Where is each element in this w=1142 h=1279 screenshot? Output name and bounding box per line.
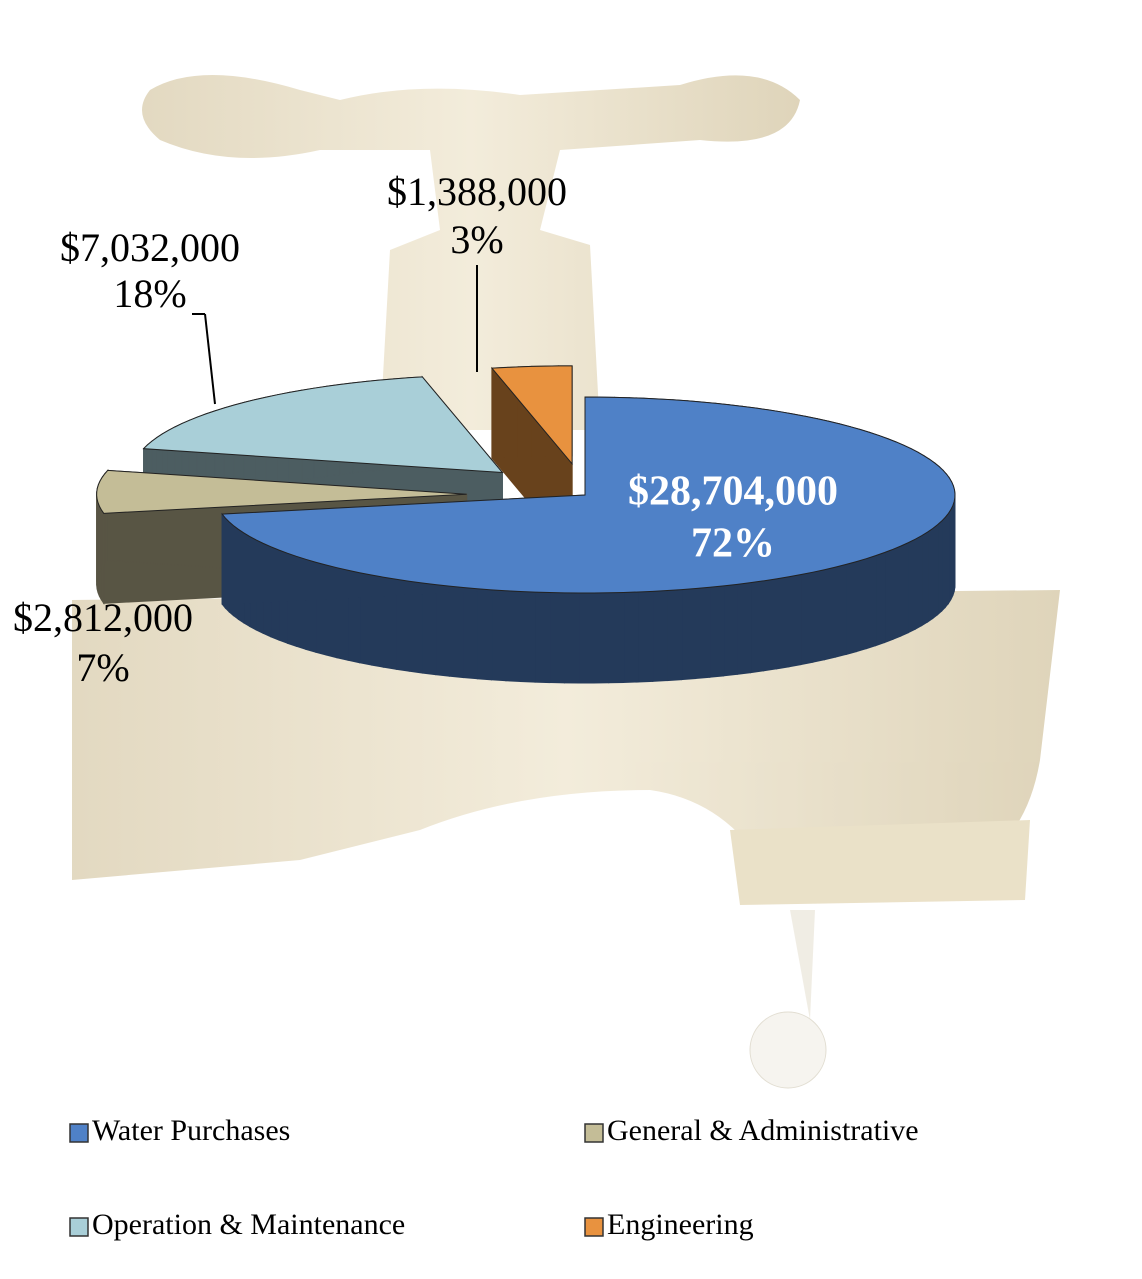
side-face — [491, 589, 507, 682]
pie-slice — [96, 469, 467, 514]
side-face — [578, 592, 595, 684]
pie-slice — [490, 365, 573, 466]
side-face — [892, 545, 902, 641]
side-face — [534, 591, 551, 684]
pie-slice — [142, 376, 504, 474]
drip — [790, 910, 815, 1020]
side-face — [608, 591, 625, 684]
side-face — [845, 560, 857, 656]
legend-label: Water Purchases — [92, 1114, 290, 1147]
side-face — [652, 590, 668, 682]
side-face — [834, 563, 847, 658]
value-label: $2,812,000 — [13, 595, 193, 640]
pie — [96, 365, 956, 684]
side-face — [435, 584, 450, 677]
side-face — [593, 592, 610, 684]
value-label: $1,388,000 — [387, 169, 567, 214]
legend-label: General & Administrative — [607, 1114, 919, 1147]
percent-label: 72% — [691, 521, 775, 567]
side-face — [462, 586, 478, 680]
side-face — [448, 585, 464, 679]
side-face — [875, 551, 886, 647]
percent-label: 7% — [76, 645, 129, 690]
side-face — [914, 534, 923, 631]
side-face — [865, 554, 877, 650]
side-face — [763, 578, 777, 672]
faucet-handle — [142, 75, 800, 430]
legend-label: Engineering — [607, 1208, 754, 1241]
side-face — [709, 585, 725, 678]
faucet-spout — [730, 820, 1030, 905]
side-face — [623, 591, 639, 683]
side-face — [637, 590, 654, 683]
side-face — [855, 558, 867, 653]
labels: $28,704,000 72% $2,812,000 7% $7,032,000… — [13, 169, 838, 690]
side-face — [666, 589, 683, 682]
side-face — [932, 523, 939, 620]
side-face — [723, 583, 738, 677]
side-face — [408, 580, 423, 674]
side-face — [519, 590, 536, 683]
legend-swatch — [69, 1217, 89, 1237]
value-label: $7,032,000 — [60, 225, 240, 270]
side-face — [927, 527, 934, 623]
leader-line — [204, 313, 216, 405]
side-face — [505, 590, 521, 683]
value-label: $28,704,000 — [628, 469, 838, 515]
side-face — [800, 571, 814, 666]
side-face — [884, 548, 894, 644]
side-face — [421, 582, 437, 676]
side-face — [941, 515, 946, 613]
side-face — [823, 566, 836, 661]
side-face — [775, 576, 790, 670]
side-face — [476, 588, 493, 681]
legend-label: Operation & Maintenance — [92, 1208, 405, 1241]
legend-swatch — [584, 1217, 604, 1237]
side-face — [549, 592, 565, 684]
legend-swatch — [584, 1123, 604, 1143]
side-face — [563, 592, 580, 684]
pie-slice — [221, 396, 956, 594]
side-face — [695, 586, 711, 680]
side-face — [681, 587, 697, 681]
percent-label: 3% — [450, 217, 503, 262]
side-face — [937, 519, 943, 616]
percent-label: 18% — [113, 271, 186, 316]
drop — [749, 1011, 827, 1089]
side-face — [921, 531, 929, 627]
side-face — [736, 582, 752, 675]
side-face — [812, 569, 825, 663]
legend-swatch — [69, 1123, 89, 1143]
side-face — [900, 541, 909, 637]
side-face — [788, 573, 802, 668]
side-face — [907, 538, 916, 634]
side-face — [750, 580, 765, 674]
slice — [221, 396, 956, 684]
legend: Water Purchases General & Administrative O… — [69, 1114, 919, 1241]
